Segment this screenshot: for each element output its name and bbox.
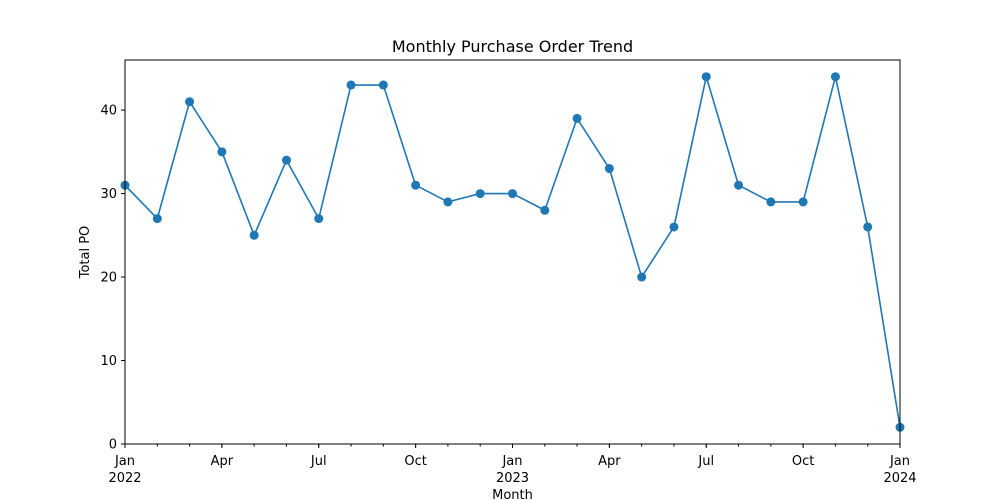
x-tick-label: Jan [889,454,910,469]
data-point [798,197,808,207]
data-point [475,189,485,199]
data-point [830,72,840,82]
x-axis-label: Month [492,488,533,500]
x-tick-year-label: 2022 [108,471,141,486]
data-point [701,72,711,82]
data-point [217,147,227,157]
x-tick-label: Oct [404,454,426,469]
data-point [185,97,195,107]
data-point [863,222,873,232]
x-tick-label: Oct [792,454,814,469]
series-line [124,75,901,428]
y-tick-label: 20 [100,271,117,286]
data-point [152,214,162,224]
chart-title: Monthly Purchase Order Trend [392,37,633,56]
x-tick-label: Apr [211,454,234,469]
x-tick-label: Apr [598,454,621,469]
data-point [669,222,679,232]
data-point [378,80,388,90]
x-tick-year-label: 2024 [883,471,916,486]
x-tick-label: Jul [697,454,714,469]
plot-frame [124,59,901,445]
y-axis-label: Total PO [78,226,93,280]
data-point [766,197,776,207]
data-point [249,230,259,240]
data-point [734,180,744,190]
data-point [443,197,453,207]
data-point [508,189,517,199]
data-point [540,205,550,215]
y-tick-label: 30 [100,187,117,202]
x-tick-label: Jan [114,454,135,469]
data-point [411,180,421,190]
data-point [572,113,582,123]
data-point [281,155,291,165]
y-tick-label: 0 [109,438,117,453]
x-tick-label: Jul [310,454,327,469]
x-tick-label: Jan [501,454,522,469]
data-point [314,214,324,224]
data-point [346,80,356,90]
y-tick-label: 10 [100,354,117,369]
x-tick-year-label: 2023 [496,471,529,486]
data-point [604,164,614,174]
y-tick-label: 40 [100,104,117,119]
data-point [637,272,647,282]
